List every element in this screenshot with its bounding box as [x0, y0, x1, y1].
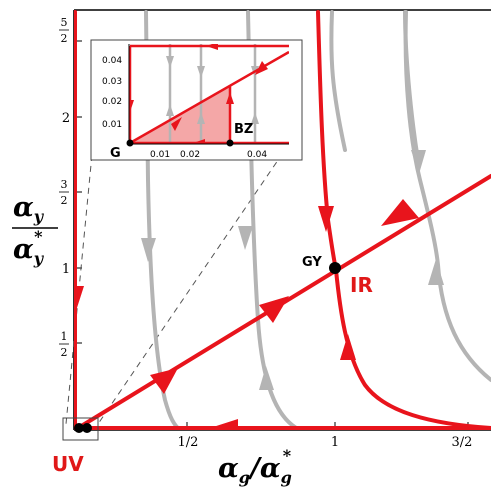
- gy-fixed-point: [329, 262, 341, 274]
- y-tick-5half-den: 2: [61, 32, 68, 45]
- inset-plot: 0.01 0.02 0.03 0.04 0.01 0.02 0.04 G BZ: [90, 39, 303, 161]
- gray-line-3: [329, 10, 347, 152]
- inset-ytick-4: 0.04: [102, 56, 122, 66]
- red-arrows: [74, 199, 419, 430]
- svg-text:αy: αy: [13, 192, 45, 226]
- gray-arrow-2: [238, 226, 253, 250]
- inset-ytick-3: 0.03: [102, 77, 122, 87]
- inset-xtick-2: 0.02: [180, 150, 200, 160]
- inset-bz-label: BZ: [234, 122, 253, 137]
- red-arrow-y: [74, 286, 84, 314]
- gray-line-4: [403, 10, 491, 382]
- fixed-points: [74, 262, 341, 433]
- red-arrow-diag-2: [259, 296, 289, 323]
- inset-ytick-1: 0.01: [102, 120, 122, 130]
- x-tick-labels: 1/2 1 3/2: [178, 435, 473, 450]
- gray-arrow-3: [259, 366, 274, 390]
- uv-fixed-point-1: [74, 423, 84, 433]
- gray-line-1: [144, 10, 182, 430]
- x-tick-1: 1: [331, 435, 339, 450]
- y-tick-5half-num: 5: [61, 16, 68, 29]
- y-axis-label: αy αy*: [12, 192, 58, 268]
- x-tick-3half: 3/2: [452, 435, 473, 450]
- x-axis-label: αg/αg*: [218, 446, 292, 487]
- y-tick-3half-den: 2: [61, 194, 68, 207]
- y-tick-2: 2: [62, 111, 70, 126]
- red-arrow-ir-up: [340, 334, 356, 360]
- red-arrow-diag-1: [150, 368, 178, 394]
- svg-text:αy*: αy*: [13, 227, 45, 268]
- gray-arrow-5: [428, 259, 444, 285]
- gray-arrow-4: [411, 150, 426, 174]
- gray-arrow-1: [141, 238, 156, 262]
- ir-label: IR: [350, 273, 373, 297]
- x-tick-half: 1/2: [178, 435, 199, 450]
- y-tick-3half-num: 3: [61, 178, 68, 191]
- uv-zoom-box: [62, 417, 99, 441]
- y-tick-1: 1: [62, 262, 70, 277]
- inset-ytick-2: 0.02: [102, 97, 122, 107]
- y-tick-half-den: 2: [61, 346, 68, 359]
- red-arrow-ir-down: [318, 206, 334, 232]
- inset-g-label: G: [110, 146, 121, 161]
- y-tick-half-num: 1: [61, 330, 68, 343]
- inset-xtick-3: 0.04: [247, 150, 267, 160]
- zoom-lines: [65, 143, 290, 425]
- red-arrow-diag-3: [381, 199, 419, 226]
- uv-label: UV: [52, 452, 84, 476]
- gray-line-5: [403, 10, 420, 162]
- gy-label: GY: [302, 255, 322, 270]
- red-arrow-x: [210, 419, 238, 430]
- uv-fixed-point-2: [82, 423, 92, 433]
- gray-arrows: [141, 150, 444, 390]
- y-tick-labels: 1 2 1 3 2 2 5 2: [59, 16, 70, 359]
- inset-xtick-1: 0.01: [150, 150, 170, 160]
